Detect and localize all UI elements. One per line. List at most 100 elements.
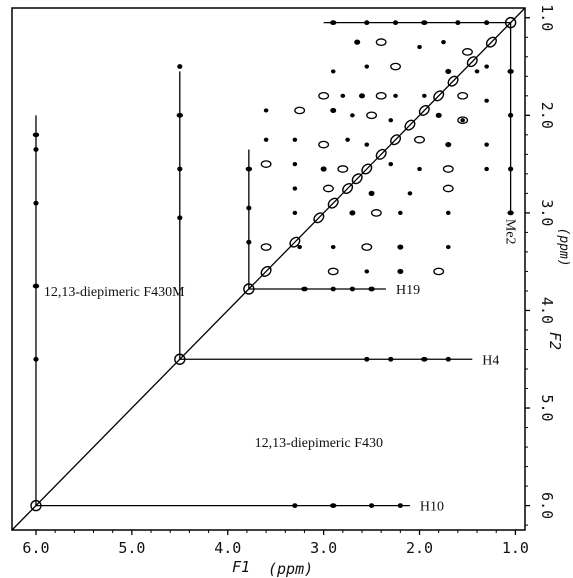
trace-cross-peak (364, 356, 370, 362)
cross-peak-contour (442, 184, 454, 193)
cross-peak (350, 113, 355, 118)
cross-peak (263, 108, 269, 113)
cross-peak (349, 210, 356, 216)
cross-peak (474, 69, 480, 74)
trace-cross-peak (508, 166, 514, 172)
y-tick-label: 5.0 (538, 394, 556, 421)
x-axis-label: F1 (232, 558, 250, 576)
cross-peak (330, 107, 337, 114)
cross-peak (460, 118, 465, 123)
cross-peak (445, 68, 452, 75)
y-tick-label: 1.0 (538, 4, 556, 31)
x-tick-label: 6.0 (22, 539, 49, 557)
y-tick-label: 3.0 (538, 199, 556, 226)
cross-peak-contour (375, 38, 387, 46)
trace-cross-peak (330, 20, 337, 26)
y-tick-label: 4.0 (538, 297, 556, 324)
trace-cross-peak (421, 356, 428, 362)
trace-cross-peak (508, 112, 514, 118)
trace-cross-peak (292, 503, 298, 509)
cross-peak (445, 244, 451, 250)
cross-peak-contour (361, 243, 373, 251)
trace-cross-peak (177, 166, 183, 172)
diagonal-peak (485, 36, 497, 48)
trace-cross-peak (177, 64, 183, 69)
x-axis-ticks: 6.0 5.0 4.0 3.0 2.0 1.0 (22, 530, 529, 557)
cross-peak (484, 142, 489, 147)
y-axis-ticks: 1.0 2.0 3.0 4.0 5.0 6.0 (525, 4, 556, 526)
x-tick-label: 3.0 (310, 539, 337, 557)
cross-peak-contour (327, 267, 339, 276)
annotation-text: 12,13-diepimeric F430 (255, 436, 383, 451)
diagonal-peak (375, 148, 387, 160)
cross-peak-contour (322, 184, 334, 193)
trace-cross-peak (445, 356, 451, 362)
cross-peak (358, 93, 365, 99)
trace-cross-peak (368, 286, 375, 292)
cross-peak (340, 93, 346, 98)
y-tick-label: 6.0 (538, 492, 556, 519)
annotation-text: 12,13-diepimeric F430M (44, 285, 185, 300)
trace-cross-peak (301, 286, 308, 292)
cross-peak (388, 118, 394, 123)
cross-peak (330, 244, 336, 250)
trace-cross-peak (246, 205, 252, 211)
trace-label: Me2 (503, 219, 518, 245)
cross-peak (320, 166, 327, 172)
trace-cross-peak (33, 356, 39, 362)
cross-peak-contour (370, 209, 382, 217)
cross-peak-contour (457, 116, 469, 125)
trace-cross-peak (388, 356, 394, 362)
cross-peak (292, 162, 298, 167)
diagonal-peak (313, 212, 325, 224)
cross-peak-contour (375, 91, 387, 100)
cross-peak-contour (442, 165, 454, 173)
diagonal-peak (433, 90, 445, 102)
trace-cross-peak (245, 166, 253, 172)
trace-cross-peak (177, 215, 183, 221)
annotations: 12,13-diepimeric F430M 12,13-diepimeric F… (44, 285, 383, 451)
cross-peak (364, 64, 370, 69)
x-tick-label: 1.0 (502, 539, 529, 557)
trace-cross-peak (330, 286, 336, 292)
cross-peak-contour (414, 135, 425, 144)
cross-peak-contour (318, 140, 330, 149)
cross-peak (397, 244, 404, 250)
diagonal-peak (243, 283, 255, 295)
trace-cross-peak (349, 286, 356, 292)
cross-peak (292, 210, 298, 215)
x-tick-label: 4.0 (214, 539, 241, 557)
trace-cross-peak (33, 147, 39, 152)
trace-cross-peak (32, 132, 40, 138)
cross-peak-contour (462, 48, 473, 56)
cross-peak (292, 137, 298, 142)
plot-frame (11, 7, 526, 531)
diagonal-peak (260, 265, 272, 277)
cross-peak (398, 210, 403, 215)
cross-peak (397, 268, 404, 275)
y-tick-label: 2.0 (538, 102, 556, 129)
trace-cross-peak (484, 20, 490, 26)
diagonal-peak (351, 173, 363, 185)
cross-peak (445, 210, 451, 215)
trace-cross-peak (246, 239, 252, 245)
cross-peak (297, 244, 302, 250)
cross-peak (435, 112, 442, 118)
cross-peak (345, 137, 350, 142)
cross-peak-contour (337, 165, 349, 173)
cross-peaks (30, 16, 517, 512)
trace-cross-peak (421, 20, 428, 26)
cross-peak (484, 98, 489, 103)
trace-cross-peak (176, 112, 184, 118)
cross-peak (445, 141, 452, 148)
y-axis-unit: (ppm) (556, 228, 571, 267)
diagonal-peak (466, 56, 478, 68)
cross-peak (484, 64, 489, 69)
diagonal-peak (404, 119, 416, 131)
diagonal-peak (504, 16, 517, 29)
diagonal-peak (342, 182, 354, 195)
trace-label: H4 (482, 353, 499, 368)
cross-peak-contour (390, 62, 402, 71)
